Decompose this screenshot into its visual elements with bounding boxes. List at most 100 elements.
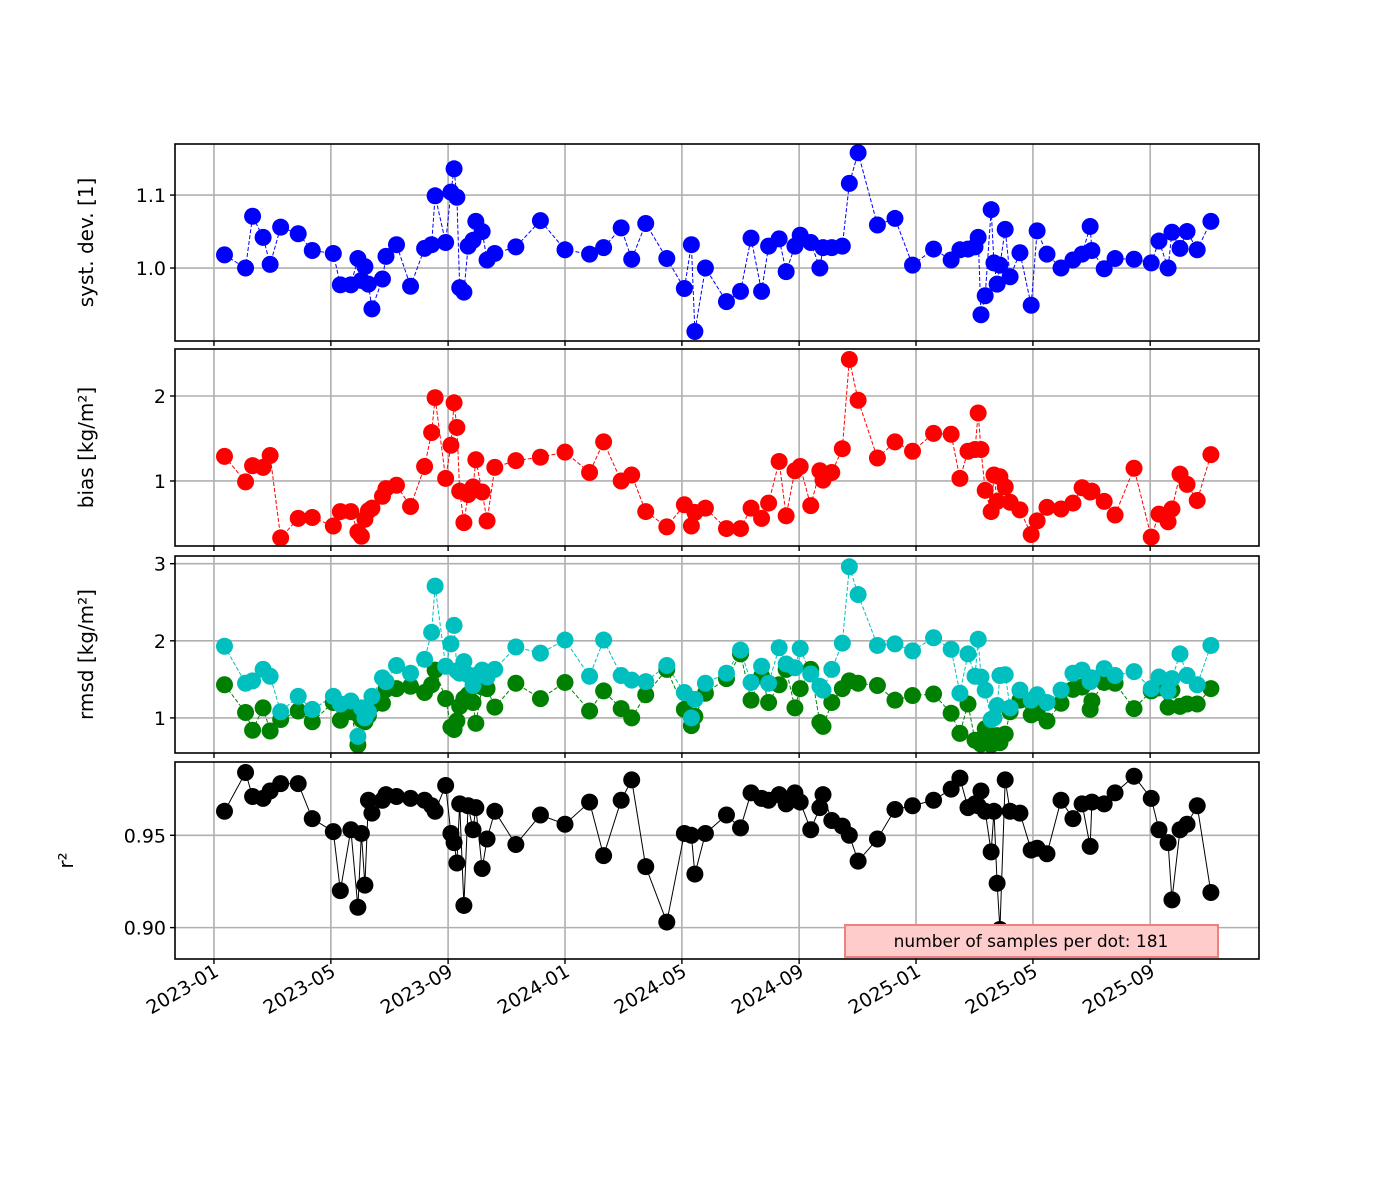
data-point xyxy=(437,234,455,251)
data-point xyxy=(760,674,778,692)
data-point xyxy=(1188,676,1206,694)
data-point xyxy=(1011,244,1029,262)
data-point xyxy=(445,394,463,412)
annotation-background xyxy=(844,924,1219,958)
data-point xyxy=(742,499,760,517)
data-point xyxy=(1064,494,1082,512)
data-point xyxy=(969,228,987,246)
data-point xyxy=(658,250,676,268)
data-point xyxy=(402,664,420,682)
y-tick-label: 1.0 xyxy=(136,258,166,280)
data-point xyxy=(455,283,473,301)
axes-frame xyxy=(174,761,1260,960)
data-point xyxy=(802,821,820,839)
data-point xyxy=(303,242,321,260)
data-point xyxy=(996,220,1014,238)
data-point xyxy=(925,685,943,703)
data-point xyxy=(982,201,1000,219)
data-point xyxy=(717,520,735,538)
data-point xyxy=(373,270,391,288)
data-point xyxy=(1001,699,1019,717)
data-point xyxy=(359,275,377,293)
data-point xyxy=(696,824,714,842)
data-point xyxy=(531,212,549,230)
data-point xyxy=(1038,712,1056,730)
data-point xyxy=(742,691,760,709)
data-point xyxy=(886,800,904,818)
data-point xyxy=(732,641,750,659)
data-point xyxy=(1052,681,1070,699)
data-point xyxy=(349,898,367,916)
data-point xyxy=(507,238,525,256)
data-point xyxy=(833,237,851,255)
data-point xyxy=(402,677,420,695)
plot-area xyxy=(215,144,1220,341)
data-point xyxy=(215,447,233,465)
data-point xyxy=(976,287,994,305)
data-point xyxy=(1178,223,1196,241)
data-point xyxy=(388,656,406,674)
data-point xyxy=(442,436,460,454)
data-point xyxy=(363,804,381,822)
data-point xyxy=(868,830,886,848)
y-tick-label: 1 xyxy=(154,708,166,730)
data-point xyxy=(753,282,771,300)
data-point xyxy=(473,483,491,501)
data-point xyxy=(833,440,851,458)
data-point xyxy=(1150,232,1168,250)
data-point xyxy=(996,478,1014,496)
data-point xyxy=(215,637,233,655)
data-point xyxy=(770,639,788,657)
data-point xyxy=(951,769,969,787)
data-point xyxy=(637,686,655,704)
data-point xyxy=(467,714,485,732)
data-point xyxy=(1052,259,1070,277)
data-point xyxy=(972,306,990,324)
data-point xyxy=(1038,845,1056,863)
data-point xyxy=(442,635,460,653)
data-point xyxy=(972,782,990,800)
data-point xyxy=(1038,498,1056,516)
data-point xyxy=(732,819,750,837)
data-point xyxy=(637,858,655,876)
data-point xyxy=(637,503,655,521)
data-point xyxy=(849,391,867,409)
data-point xyxy=(244,672,262,690)
data-point xyxy=(1125,767,1143,785)
data-point xyxy=(289,775,307,793)
data-point xyxy=(426,187,444,205)
data-point xyxy=(1188,241,1206,259)
data-point xyxy=(823,660,841,678)
subplot-4: 0.90 0.95 r² xyxy=(54,761,1260,964)
data-point xyxy=(959,645,977,663)
data-point xyxy=(556,241,574,259)
data-point xyxy=(455,514,473,532)
data-point xyxy=(359,791,377,809)
data-point xyxy=(1159,259,1177,277)
data-point xyxy=(1202,636,1220,654)
data-point xyxy=(951,724,969,742)
data-point xyxy=(289,225,307,243)
data-point xyxy=(988,874,1006,892)
data-point xyxy=(972,668,990,686)
data-point xyxy=(742,673,760,691)
data-point xyxy=(478,830,496,848)
data-point xyxy=(356,876,374,894)
data-point xyxy=(717,664,735,682)
data-point xyxy=(445,160,463,178)
data-point xyxy=(682,826,700,844)
data-point xyxy=(988,697,1006,715)
data-point xyxy=(1106,506,1124,524)
data-point xyxy=(976,481,994,499)
y-axis-label: rmsd [kg/m²] xyxy=(74,589,98,720)
data-point xyxy=(686,323,704,341)
data-point xyxy=(814,786,832,804)
data-point xyxy=(303,810,321,828)
data-point xyxy=(1188,695,1206,713)
data-point xyxy=(261,255,279,273)
data-point xyxy=(595,631,613,649)
data-point xyxy=(363,499,381,517)
annotation-box: number of samples per dot: 181 xyxy=(844,924,1219,958)
axes-frame xyxy=(174,143,1260,342)
